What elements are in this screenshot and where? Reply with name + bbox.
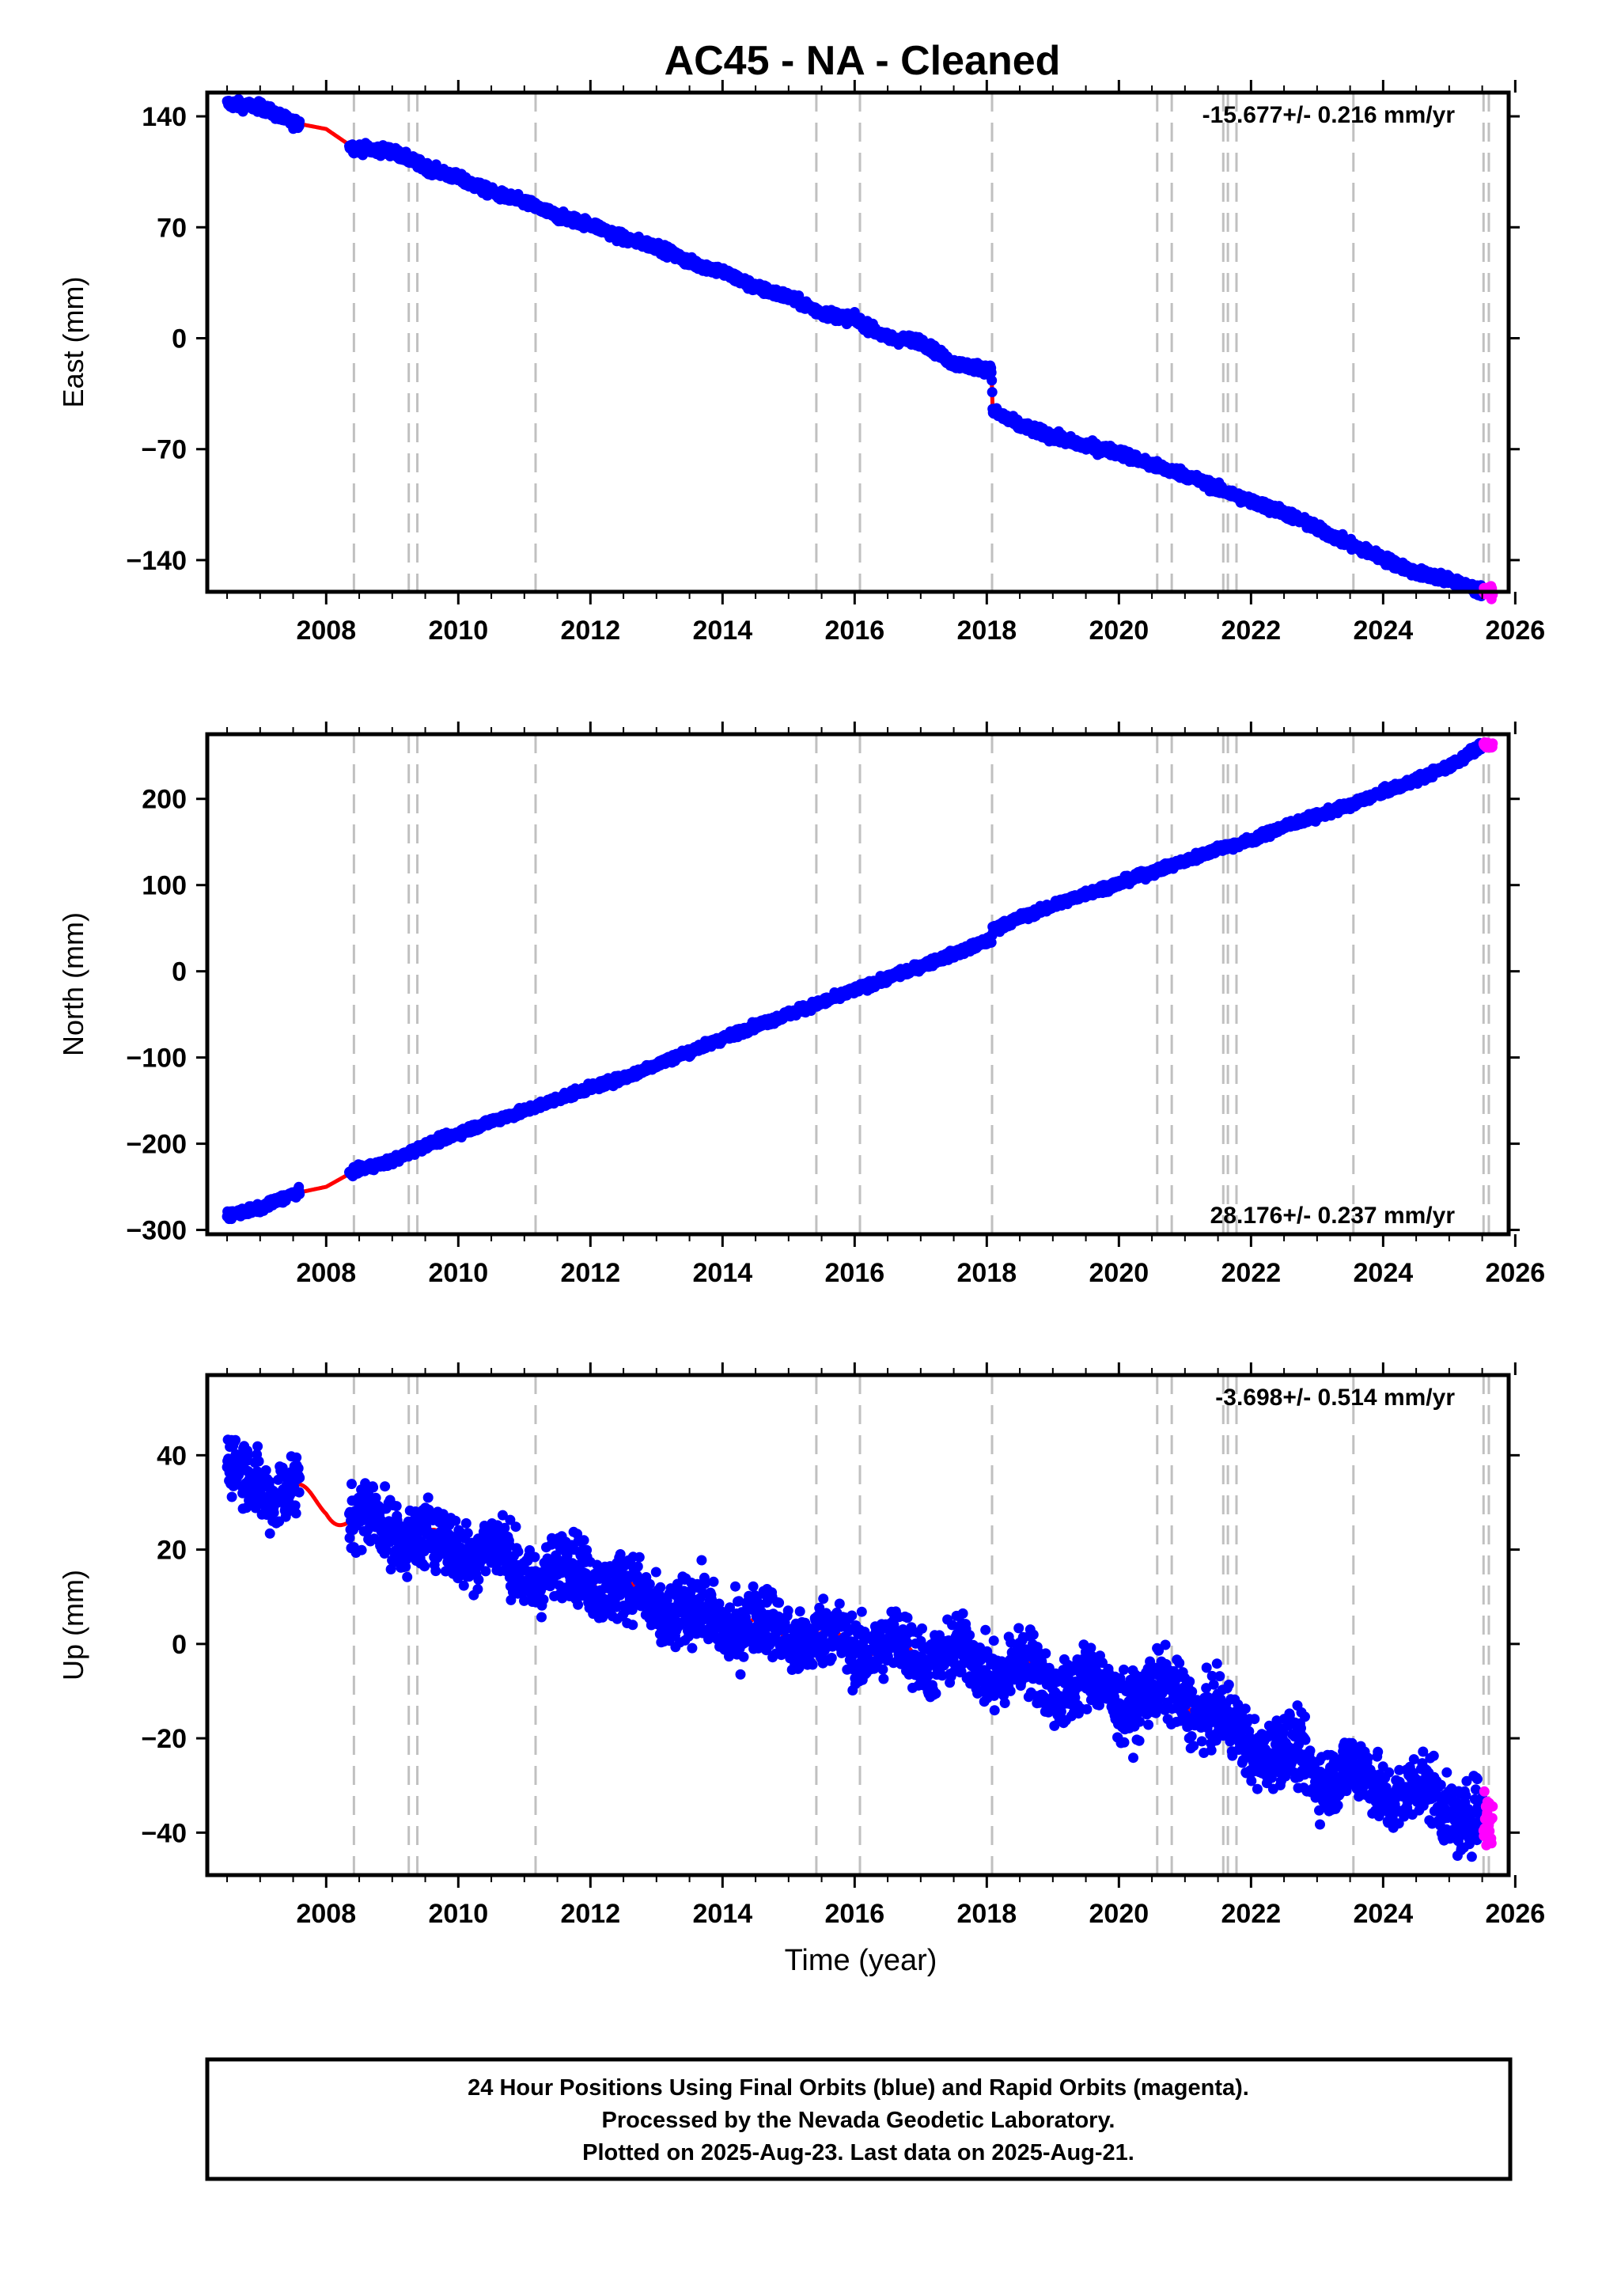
east-x-tick-label: 2012 [560, 616, 620, 646]
east-x-tick-label: 2010 [428, 616, 488, 646]
east-data-points [222, 93, 1487, 601]
east-panel: 140 70 0 −70 −140 2008 2010 2012 2014 2016 2018 20… [57, 80, 1545, 646]
east-x-tick-label: 2022 [1221, 616, 1282, 646]
east-data-point [987, 375, 998, 386]
east-x-tick-label: 2008 [296, 616, 356, 646]
east-event-lines [352, 93, 1490, 592]
east-data-point [294, 116, 305, 127]
east-rate-label: -15.677+/- 0.216 mm/yr [1202, 102, 1456, 128]
north-data-points [222, 737, 1487, 1225]
east-y-tick-label: −140 [126, 546, 187, 576]
north-data-point [294, 1188, 305, 1199]
chart-title: AC45 - NA - Cleaned [665, 38, 1061, 84]
east-x-tick-label: 2024 [1354, 616, 1414, 646]
east-y-tick-label: −70 [141, 435, 187, 465]
east-y-tick-label: 140 [142, 102, 187, 132]
east-y-tick-label: 0 [172, 324, 187, 354]
east-x-tick-label: 2018 [957, 616, 1017, 646]
east-x-tick-label: 2016 [825, 616, 885, 646]
east-y-axis-label: East (mm) [57, 277, 89, 408]
east-y-tick-label: 70 [157, 213, 187, 243]
east-x-tick-label: 2014 [692, 616, 752, 646]
east-x-tick-label: 2020 [1089, 616, 1149, 646]
east-y-axis: 140 70 0 −70 −140 [126, 102, 1520, 576]
east-data-point [987, 387, 998, 398]
east-x-tick-label: 2026 [1486, 616, 1546, 646]
